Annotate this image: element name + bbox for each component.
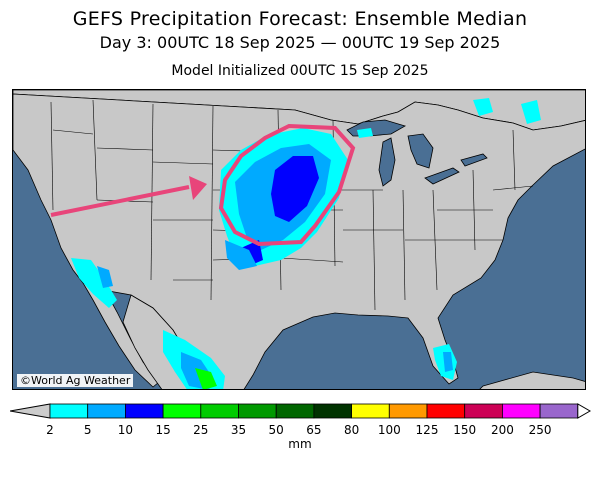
legend-tick-label: 80 — [343, 423, 360, 437]
annotation-circle — [218, 123, 356, 247]
precipitation-map: ©World Ag Weather — [12, 89, 586, 390]
lake-ontario — [460, 153, 488, 167]
legend-tick-label: 10 — [117, 423, 134, 437]
legend-swatch — [426, 403, 466, 419]
lake-erie — [424, 167, 460, 185]
color-legend — [10, 403, 592, 419]
legend-tick-label: 150 — [453, 423, 477, 437]
legend-swatch — [501, 403, 541, 419]
legend-tick-label: 35 — [230, 423, 247, 437]
legend-swatch — [313, 403, 352, 419]
legend-swatch — [87, 403, 126, 419]
legend-tick-label: 15 — [155, 423, 171, 437]
legend-tick-label: 250 — [528, 423, 552, 437]
lake-michigan — [378, 137, 396, 187]
precip-sw-arizona-2 — [97, 266, 113, 288]
precip-northeast — [473, 98, 493, 116]
credit-label: ©World Ag Weather — [17, 374, 134, 387]
legend-swatch — [200, 403, 239, 419]
baja-land — [82, 282, 160, 388]
legend-swatch — [388, 403, 428, 419]
legend-tick-label: 200 — [490, 423, 514, 437]
precip-mexico-3 — [195, 368, 217, 389]
lake-huron — [407, 133, 434, 169]
legend-tick-label: 2 — [46, 423, 54, 437]
valid-period: Day 3: 00UTC 18 Sep 2025 — 00UTC 19 Sep … — [99, 33, 501, 52]
precip-northeast-2 — [521, 100, 541, 124]
legend-tick-label: 125 — [415, 423, 439, 437]
legend-tick-label: 25 — [193, 423, 209, 437]
map-title: GEFS Precipitation Forecast: Ensemble Me… — [72, 8, 528, 30]
legend-tick-label: 50 — [268, 423, 284, 437]
model-initialized: Model Initialized 00UTC 15 Sep 2025 — [171, 63, 429, 79]
legend-tick-label: 65 — [306, 423, 322, 437]
precip-florida-2 — [443, 352, 453, 372]
legend-swatch — [49, 403, 89, 419]
legend-swatch — [125, 403, 164, 419]
legend-tick-label: 100 — [377, 423, 401, 437]
legend-below-arrow — [10, 403, 51, 419]
precip-midwest — [219, 128, 348, 270]
legend-swatch — [539, 403, 579, 419]
precip-lake-superior — [357, 128, 373, 138]
legend-tick-label: 5 — [83, 423, 92, 437]
legend-swatch — [464, 403, 503, 419]
precip-sw-arizona — [71, 258, 117, 308]
legend-swatch — [162, 403, 202, 419]
legend-units: mm — [288, 437, 312, 451]
legend-above-arrow — [577, 403, 592, 419]
legend-swatch — [275, 403, 315, 419]
cuba-land — [479, 371, 585, 389]
legend-swatch — [238, 403, 277, 419]
annotation-arrow — [50, 176, 207, 217]
legend-swatch — [351, 403, 390, 419]
